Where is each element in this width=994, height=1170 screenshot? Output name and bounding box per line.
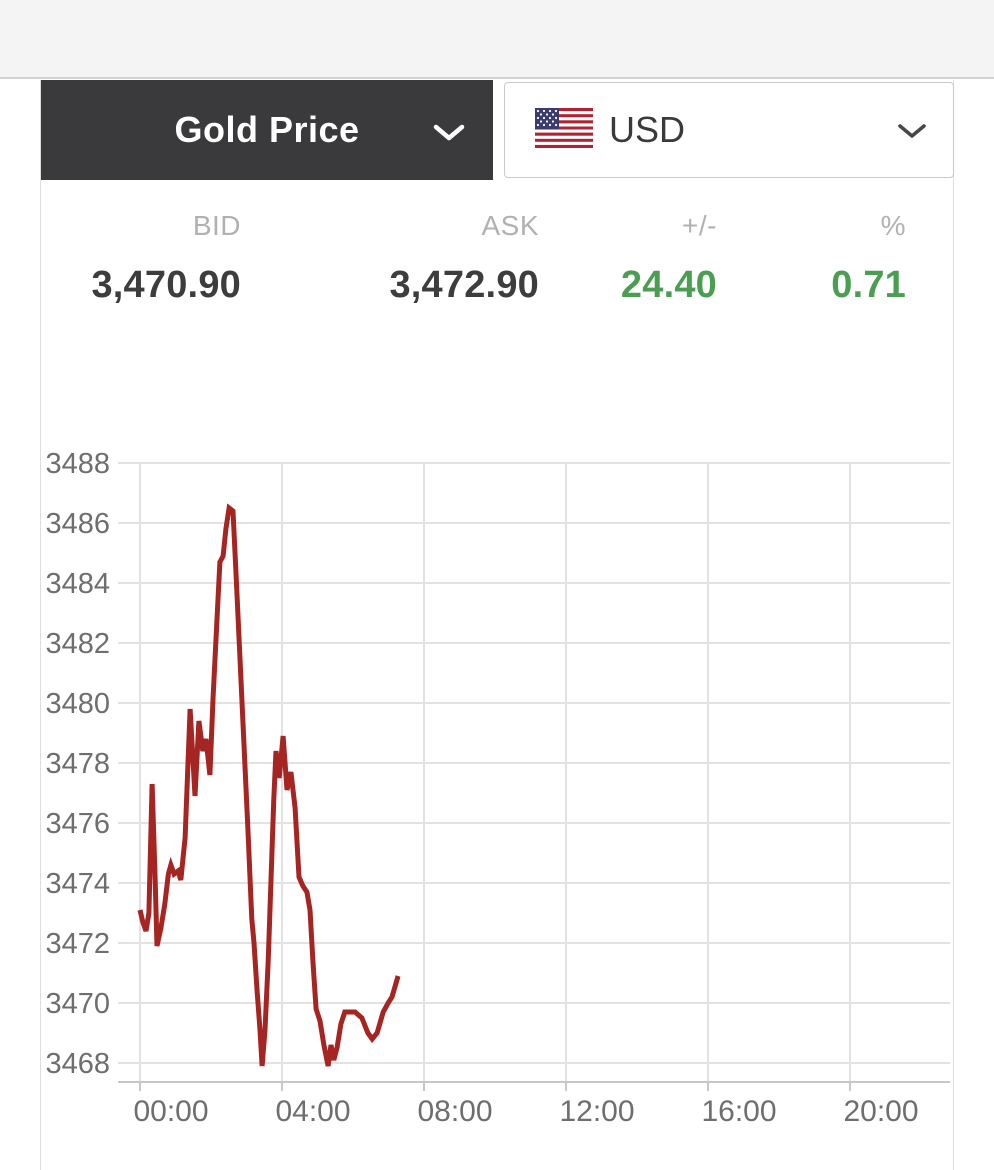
currency-selector-label: USD: [609, 109, 686, 150]
metal-selector-label: Gold Price: [174, 109, 360, 150]
gold-price-widget: Gold Price: [40, 80, 954, 1170]
metal-selector-button[interactable]: Gold Price: [41, 80, 493, 180]
us-flag-icon: [535, 107, 593, 153]
percent-header: %: [880, 210, 906, 241]
percent-value: 0.71: [831, 264, 906, 306]
ask-header: ASK: [481, 210, 539, 241]
bid-value: 3,470.90: [91, 264, 241, 306]
quote-table: BID ASK +/- % 3,470.90 3,472.90 24.40 0.…: [41, 210, 955, 307]
ask-value: 3,472.90: [389, 264, 539, 306]
currency-selector-button[interactable]: USD: [504, 82, 954, 178]
bid-header: BID: [192, 210, 241, 241]
top-bar: [0, 0, 994, 79]
chevron-down-icon: [433, 124, 465, 147]
change-header: +/-: [682, 210, 717, 241]
change-value: 24.40: [620, 264, 717, 306]
chevron-down-icon: [897, 123, 927, 145]
